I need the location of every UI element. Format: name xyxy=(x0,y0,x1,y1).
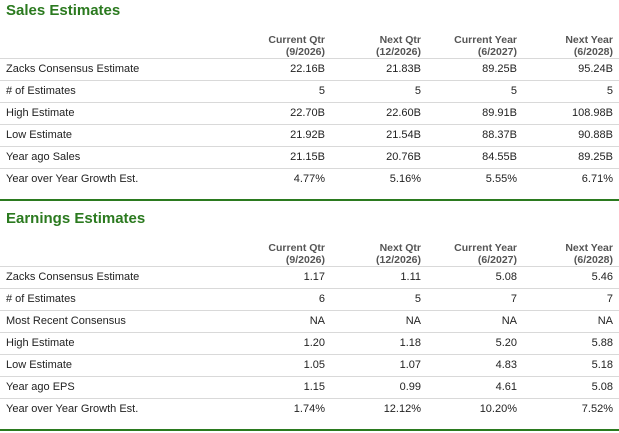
row-label: High Estimate xyxy=(0,332,235,355)
table-cell: 5 xyxy=(331,288,427,311)
row-label: Year over Year Growth Est. xyxy=(0,398,235,420)
table-row: Year ago EPS 1.15 0.99 4.61 5.08 xyxy=(0,376,619,399)
table-cell: 20.76B xyxy=(331,146,427,169)
table-row: Zacks Consensus Estimate 22.16B 21.83B 89.2… xyxy=(0,58,619,81)
column-header-next-qtr: Next Qtr (12/2026) xyxy=(331,22,427,59)
table-cell: 1.74% xyxy=(235,398,331,420)
table-cell: 22.60B xyxy=(331,102,427,125)
table-cell: 1.20 xyxy=(235,332,331,355)
table-row: Zacks Consensus Estimate 1.17 1.11 5.08 5.46 xyxy=(0,266,619,289)
table-cell: 6.71% xyxy=(523,168,619,190)
table-cell: 5.20 xyxy=(427,332,523,355)
column-header-current-year: Current Year (6/2027) xyxy=(427,22,523,59)
table-cell: 12.12% xyxy=(331,398,427,420)
table-cell: 5.16% xyxy=(331,168,427,190)
row-label: Most Recent Consensus xyxy=(0,310,235,333)
table-cell: 7.52% xyxy=(523,398,619,420)
column-header-current-qtr: Current Qtr (9/2026) xyxy=(235,230,331,267)
table-cell: NA xyxy=(235,310,331,333)
table-cell: 95.24B xyxy=(523,58,619,81)
table-row: Most Recent Consensus NA NA NA NA xyxy=(0,310,619,333)
table-row: # of Estimates 6 5 7 7 xyxy=(0,288,619,311)
table-cell: 5 xyxy=(523,80,619,103)
table-cell: 88.37B xyxy=(427,124,523,147)
row-label: Low Estimate xyxy=(0,354,235,377)
row-label: Year ago Sales xyxy=(0,146,235,169)
earnings-estimates-title: Earnings Estimates xyxy=(6,210,146,227)
table-header-row: Current Qtr (9/2026) Next Qtr (12/2026) Cu… xyxy=(0,230,619,267)
table-cell: 89.25B xyxy=(523,146,619,169)
table-cell: 22.70B xyxy=(235,102,331,125)
table-cell: 0.99 xyxy=(331,376,427,399)
table-cell: NA xyxy=(523,310,619,333)
table-cell: 7 xyxy=(427,288,523,311)
table-cell: 6 xyxy=(235,288,331,311)
column-header-next-year: Next Year (6/2028) xyxy=(523,230,619,267)
column-header-current-year: Current Year (6/2027) xyxy=(427,230,523,267)
row-label: Year over Year Growth Est. xyxy=(0,168,235,190)
table-header-row: Current Qtr (9/2026) Next Qtr (12/2026) Cu… xyxy=(0,22,619,59)
table-row: Year ago Sales 21.15B 20.76B 84.55B 89.25B xyxy=(0,146,619,169)
row-label: Zacks Consensus Estimate xyxy=(0,58,235,81)
row-label: Zacks Consensus Estimate xyxy=(0,266,235,289)
table-cell: 5.08 xyxy=(427,266,523,289)
table-cell: 1.18 xyxy=(331,332,427,355)
row-label: Low Estimate xyxy=(0,124,235,147)
table-cell: 84.55B xyxy=(427,146,523,169)
table-cell: 90.88B xyxy=(523,124,619,147)
sales-estimates-title: Sales Estimates xyxy=(6,2,121,19)
table-cell: 1.11 xyxy=(331,266,427,289)
table-row: Low Estimate 1.05 1.07 4.83 5.18 xyxy=(0,354,619,377)
table-cell: 4.83 xyxy=(427,354,523,377)
row-label: # of Estimates xyxy=(0,288,235,311)
table-cell: 5.46 xyxy=(523,266,619,289)
table-cell: NA xyxy=(331,310,427,333)
table-row: Year over Year Growth Est. 1.74% 12.12% 10.… xyxy=(0,398,619,420)
sales-estimates-section: Sales Estimates Current Qtr (9/2026) Next… xyxy=(0,0,619,190)
table-cell: 89.91B xyxy=(427,102,523,125)
table-cell: 5.08 xyxy=(523,376,619,399)
table-cell: 5.88 xyxy=(523,332,619,355)
table-cell: 5.55% xyxy=(427,168,523,190)
earnings-estimates-table: Current Qtr (9/2026) Next Qtr (12/2026) Cu… xyxy=(0,230,619,420)
table-row: High Estimate 1.20 1.18 5.20 5.88 xyxy=(0,332,619,355)
table-cell: 1.17 xyxy=(235,266,331,289)
table-cell: 7 xyxy=(523,288,619,311)
table-cell: 1.05 xyxy=(235,354,331,377)
table-cell: 22.16B xyxy=(235,58,331,81)
table-cell: 5 xyxy=(331,80,427,103)
table-cell: 1.15 xyxy=(235,376,331,399)
table-cell: 1.07 xyxy=(331,354,427,377)
table-cell: 89.25B xyxy=(427,58,523,81)
table-row: High Estimate 22.70B 22.60B 89.91B 108.98B xyxy=(0,102,619,125)
table-cell: 5.18 xyxy=(523,354,619,377)
column-header-next-year: Next Year (6/2028) xyxy=(523,22,619,59)
table-cell: NA xyxy=(427,310,523,333)
table-cell: 4.77% xyxy=(235,168,331,190)
row-label: High Estimate xyxy=(0,102,235,125)
column-header-blank xyxy=(0,22,235,59)
table-cell: 21.54B xyxy=(331,124,427,147)
table-cell: 4.61 xyxy=(427,376,523,399)
table-cell: 5 xyxy=(235,80,331,103)
table-cell: 21.92B xyxy=(235,124,331,147)
row-label: # of Estimates xyxy=(0,80,235,103)
table-cell: 21.83B xyxy=(331,58,427,81)
section-divider-bottom xyxy=(0,429,619,431)
column-header-current-qtr: Current Qtr (9/2026) xyxy=(235,22,331,59)
table-row: Year over Year Growth Est. 4.77% 5.16% 5.55… xyxy=(0,168,619,190)
sales-estimates-table: Current Qtr (9/2026) Next Qtr (12/2026) Cu… xyxy=(0,22,619,190)
section-divider xyxy=(0,199,619,201)
earnings-estimates-section: Earnings Estimates Current Qtr (9/2026) N… xyxy=(0,208,619,420)
table-row: # of Estimates 5 5 5 5 xyxy=(0,80,619,103)
row-label: Year ago EPS xyxy=(0,376,235,399)
column-header-blank xyxy=(0,230,235,267)
column-header-next-qtr: Next Qtr (12/2026) xyxy=(331,230,427,267)
table-cell: 5 xyxy=(427,80,523,103)
table-cell: 10.20% xyxy=(427,398,523,420)
table-cell: 21.15B xyxy=(235,146,331,169)
table-row: Low Estimate 21.92B 21.54B 88.37B 90.88B xyxy=(0,124,619,147)
table-cell: 108.98B xyxy=(523,102,619,125)
